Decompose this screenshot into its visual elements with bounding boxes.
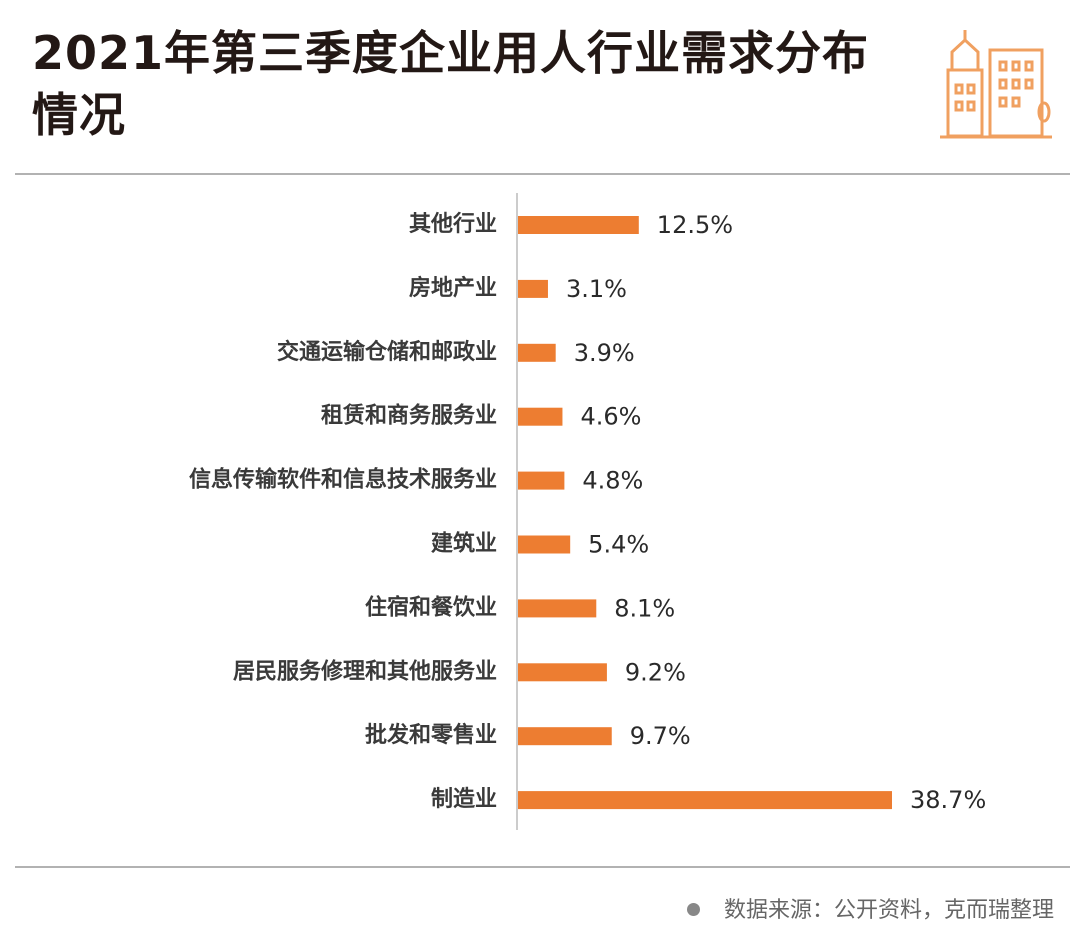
bar [518,407,563,426]
category-label: 制造业 [431,787,497,812]
bar [518,599,597,618]
value-label: 3.9% [574,339,635,367]
value-label: 9.7% [630,722,691,750]
category-label: 信息传输软件和信息技术服务业 [189,467,497,493]
bar [518,727,612,746]
value-label: 8.1% [614,594,675,622]
building-icon [940,30,1052,139]
category-label: 其他行业 [409,211,497,237]
category-label: 住宿和餐饮业 [365,594,497,620]
value-label: 12.5% [657,211,733,239]
category-label: 居民服务修理和其他服务业 [233,658,497,684]
bar [518,791,892,810]
bar [518,216,639,234]
category-label: 房地产业 [409,275,497,301]
bar [518,279,548,298]
value-label: 38.7% [910,786,986,814]
value-label: 4.8% [582,467,643,495]
value-label: 4.6% [580,403,641,431]
category-label: 租赁和商务服务业 [321,403,497,429]
chart-title: 2021年第三季度企业用人行业需求分布情况 [32,26,870,142]
category-label: 建筑业 [431,531,497,557]
bar [518,343,556,362]
category-label: 交通运输仓储和邮政业 [277,339,497,365]
bar [518,471,565,490]
value-label: 9.2% [625,658,686,686]
category-label: 批发和零售业 [365,722,497,748]
bar [518,663,607,682]
source-note: 数据来源：公开资料，克而瑞整理 [687,892,1054,924]
value-label: 5.4% [588,531,649,559]
value-label: 3.1% [566,275,627,303]
bar [518,535,571,554]
